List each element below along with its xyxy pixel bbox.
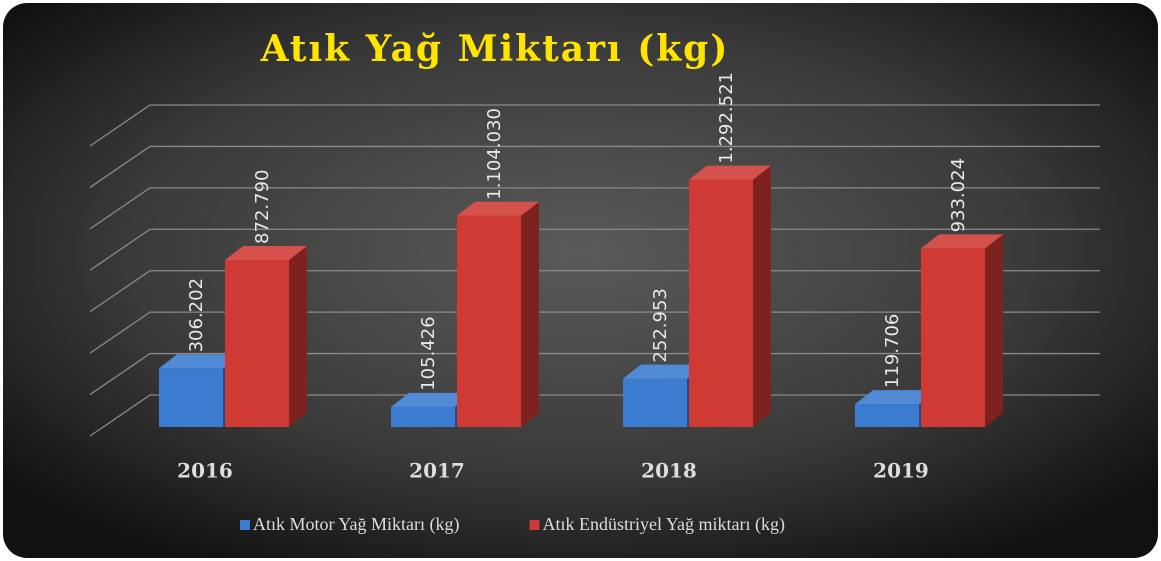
bar-top <box>159 354 241 369</box>
bar <box>623 378 687 427</box>
bar-top-shade <box>457 201 539 216</box>
bar-side-shade <box>985 234 1003 427</box>
bar-top-shade <box>689 165 771 180</box>
bar-top <box>623 364 705 379</box>
bar-top-shade <box>391 392 473 407</box>
data-label: 872.790 <box>252 170 273 244</box>
grid-line <box>89 104 151 147</box>
bar-top <box>391 392 473 407</box>
bar <box>391 406 455 427</box>
x-tick-label: 2017 <box>409 459 465 483</box>
legend-swatch <box>529 520 540 530</box>
bar-side <box>753 165 771 427</box>
grid-line <box>89 270 151 313</box>
chart-title: Atık Yağ Miktarı (kg) <box>260 28 730 70</box>
grid-line <box>89 187 151 230</box>
bar-top <box>855 390 937 405</box>
data-label: 933.024 <box>948 158 969 232</box>
bar-side <box>289 245 307 427</box>
grid-line <box>89 353 151 396</box>
bar-top <box>457 201 539 216</box>
bar <box>689 179 753 427</box>
x-tick-label: 2016 <box>177 459 233 483</box>
data-label: 1.292.521 <box>716 72 737 164</box>
bar <box>457 215 521 427</box>
bar-side <box>521 201 539 427</box>
bar-top-shade <box>159 354 241 369</box>
x-tick-label: 2019 <box>873 459 929 483</box>
grid-line <box>89 145 151 188</box>
data-label: 252.953 <box>650 288 671 362</box>
bar <box>225 259 289 427</box>
bar-top <box>225 245 307 260</box>
x-tick-label: 2018 <box>641 459 697 483</box>
bar-top-shade <box>921 234 1003 249</box>
bar-side-shade <box>289 245 307 427</box>
data-label: 306.202 <box>186 278 207 352</box>
data-label: 105.426 <box>418 316 439 390</box>
bar-side-shade <box>753 165 771 427</box>
bar-top-shade <box>855 390 937 405</box>
bar-top <box>689 165 771 180</box>
bar-side <box>985 234 1003 427</box>
bar <box>855 404 919 427</box>
bar-top <box>921 234 1003 249</box>
grid-line <box>89 311 151 354</box>
legend-label: Atık Endüstriyel Yağ miktarı (kg) <box>543 514 785 535</box>
bar-top-shade <box>225 245 307 260</box>
bar-top-shade <box>623 364 705 379</box>
bar <box>921 248 985 427</box>
legend-label: Atık Motor Yağ Miktarı (kg) <box>253 514 460 535</box>
data-label: 1.104.030 <box>484 108 505 200</box>
bar <box>159 368 223 427</box>
bar-side-shade <box>521 201 539 427</box>
grid-line <box>89 228 151 271</box>
data-label: 119.706 <box>882 314 903 388</box>
grid-line <box>89 394 151 437</box>
legend-swatch <box>240 520 250 530</box>
